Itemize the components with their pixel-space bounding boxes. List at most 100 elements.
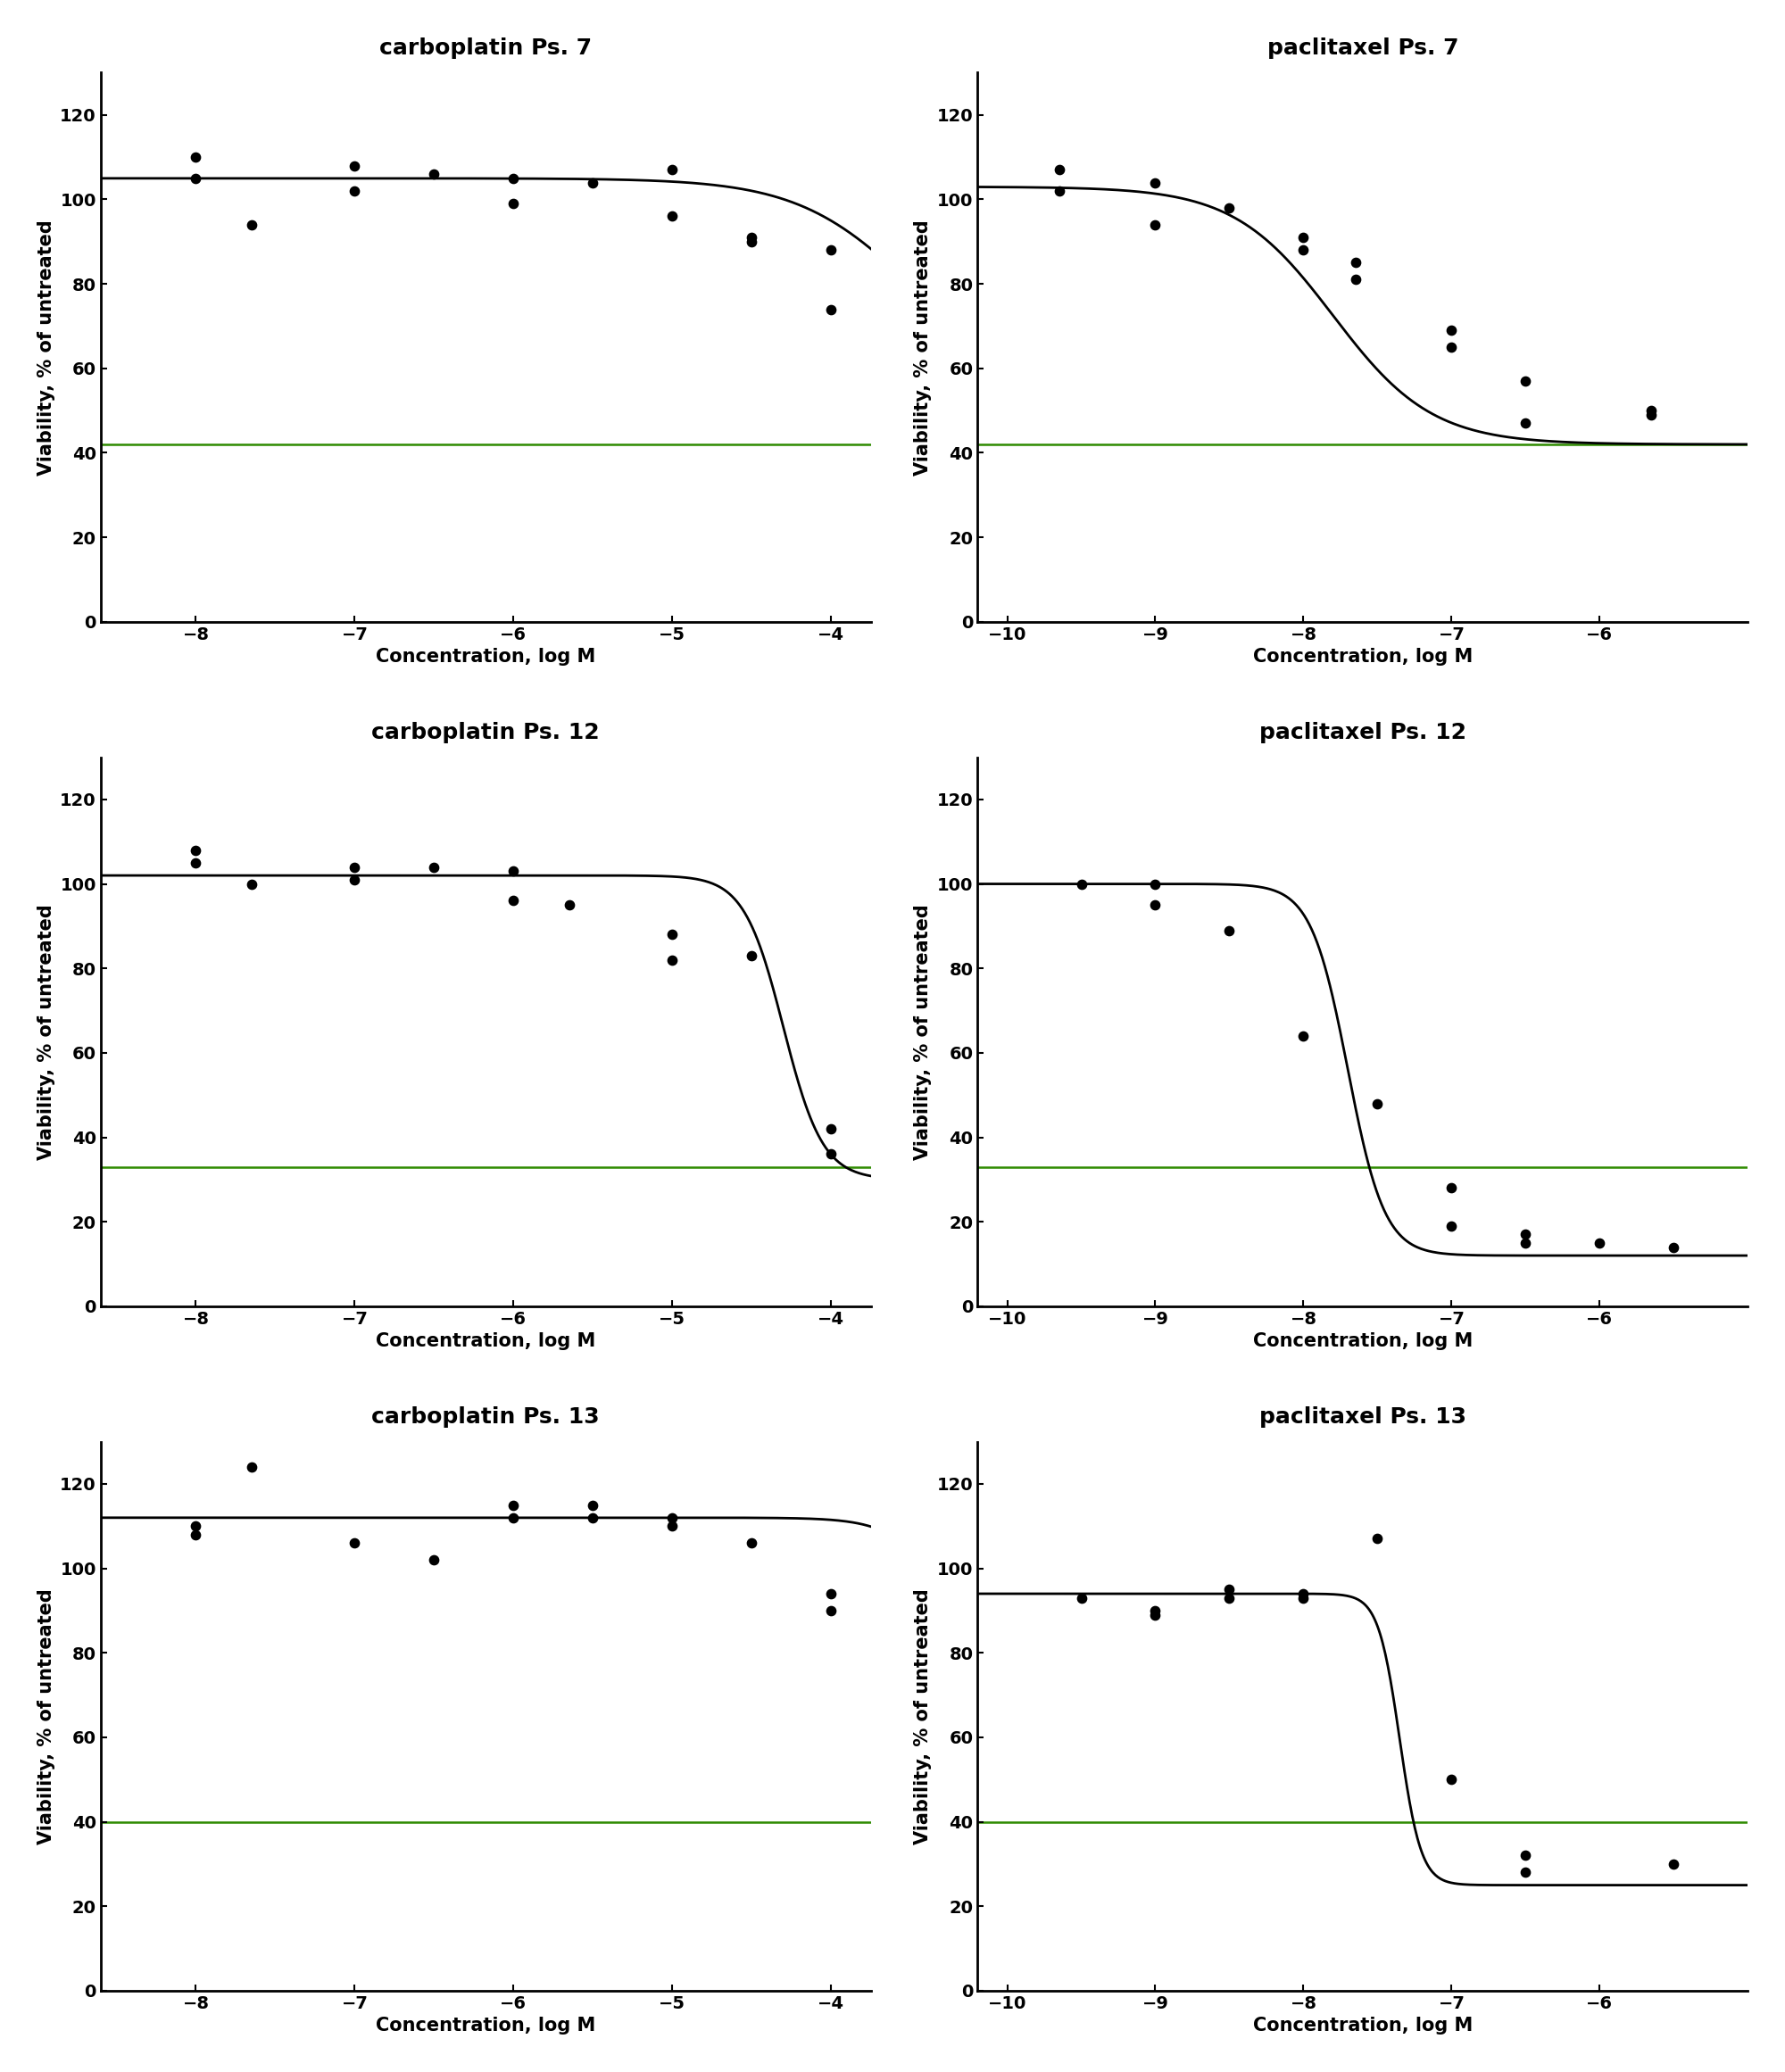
Point [1141, 1593, 1169, 1627]
Point [1141, 166, 1169, 199]
Point [1512, 365, 1540, 398]
Point [500, 1488, 528, 1521]
Point [818, 234, 846, 267]
Point [182, 1510, 211, 1544]
Point [1364, 1088, 1392, 1121]
Point [659, 1510, 687, 1544]
Point [341, 1527, 369, 1560]
X-axis label: Concentration, log M: Concentration, log M [1253, 2016, 1473, 2035]
Point [659, 943, 687, 976]
Point [1289, 234, 1317, 267]
Point [419, 157, 448, 191]
Point [1044, 174, 1073, 207]
Point [1637, 394, 1665, 427]
Point [1216, 191, 1244, 224]
Point [1437, 1210, 1465, 1243]
Point [1512, 1857, 1540, 1890]
Y-axis label: Viability, % of untreated: Viability, % of untreated [37, 903, 55, 1160]
Point [1141, 207, 1169, 240]
Point [419, 850, 448, 883]
Point [500, 186, 528, 220]
Point [1364, 1523, 1392, 1556]
Point [500, 1500, 528, 1533]
Point [419, 1544, 448, 1577]
Title: paclitaxel Ps. 7: paclitaxel Ps. 7 [1267, 37, 1458, 58]
Point [182, 1519, 211, 1552]
Point [182, 162, 211, 195]
Point [1216, 1573, 1244, 1606]
Point [1512, 1218, 1540, 1251]
Point [1289, 222, 1317, 255]
Point [500, 162, 528, 195]
Point [1437, 1171, 1465, 1204]
Point [1141, 1598, 1169, 1631]
Point [341, 864, 369, 897]
Point [341, 850, 369, 883]
Y-axis label: Viability, % of untreated: Viability, % of untreated [914, 1589, 932, 1844]
Title: carboplatin Ps. 7: carboplatin Ps. 7 [380, 37, 593, 58]
Point [1216, 914, 1244, 947]
Point [1216, 1581, 1244, 1614]
Point [500, 854, 528, 887]
Point [578, 1500, 607, 1533]
Point [659, 918, 687, 951]
Point [555, 889, 584, 922]
Point [818, 1593, 846, 1627]
Point [1437, 332, 1465, 365]
Point [1585, 1227, 1614, 1260]
Point [818, 1138, 846, 1171]
Point [818, 292, 846, 325]
X-axis label: Concentration, log M: Concentration, log M [1253, 649, 1473, 665]
Point [737, 939, 766, 972]
X-axis label: Concentration, log M: Concentration, log M [377, 649, 596, 665]
Y-axis label: Viability, % of untreated: Viability, % of untreated [914, 903, 932, 1160]
Point [1141, 868, 1169, 901]
Title: carboplatin Ps. 12: carboplatin Ps. 12 [371, 721, 600, 744]
Point [578, 1488, 607, 1521]
Point [1512, 1227, 1540, 1260]
Point [1660, 1231, 1689, 1264]
Title: carboplatin Ps. 13: carboplatin Ps. 13 [371, 1407, 600, 1428]
Point [1341, 247, 1369, 280]
Point [1512, 1840, 1540, 1873]
Point [818, 1113, 846, 1146]
Point [237, 207, 266, 240]
Y-axis label: Viability, % of untreated: Viability, % of untreated [914, 220, 932, 474]
Point [818, 1577, 846, 1610]
Point [500, 885, 528, 918]
Y-axis label: Viability, % of untreated: Viability, % of untreated [37, 220, 55, 474]
Point [1512, 406, 1540, 439]
Point [1437, 1763, 1465, 1796]
Point [659, 153, 687, 186]
Point [182, 845, 211, 879]
Title: paclitaxel Ps. 13: paclitaxel Ps. 13 [1258, 1407, 1465, 1428]
Point [1067, 1581, 1096, 1614]
Point [737, 222, 766, 255]
Point [659, 1500, 687, 1533]
Point [1289, 1581, 1317, 1614]
Point [182, 833, 211, 866]
Point [1067, 868, 1096, 901]
Point [1044, 153, 1073, 186]
Title: paclitaxel Ps. 12: paclitaxel Ps. 12 [1258, 721, 1465, 744]
Point [237, 868, 266, 901]
Point [341, 174, 369, 207]
Point [659, 199, 687, 232]
Point [237, 1450, 266, 1484]
Point [737, 1527, 766, 1560]
Point [182, 141, 211, 174]
X-axis label: Concentration, log M: Concentration, log M [1253, 1332, 1473, 1351]
Point [1289, 1019, 1317, 1053]
Point [1637, 398, 1665, 431]
X-axis label: Concentration, log M: Concentration, log M [377, 2016, 596, 2035]
Point [341, 149, 369, 182]
Y-axis label: Viability, % of untreated: Viability, % of untreated [37, 1589, 55, 1844]
Point [1341, 263, 1369, 296]
Point [1437, 313, 1465, 346]
Point [737, 226, 766, 259]
Point [1660, 1848, 1689, 1881]
Point [1289, 1577, 1317, 1610]
Point [578, 166, 607, 199]
Point [1141, 889, 1169, 922]
X-axis label: Concentration, log M: Concentration, log M [377, 1332, 596, 1351]
